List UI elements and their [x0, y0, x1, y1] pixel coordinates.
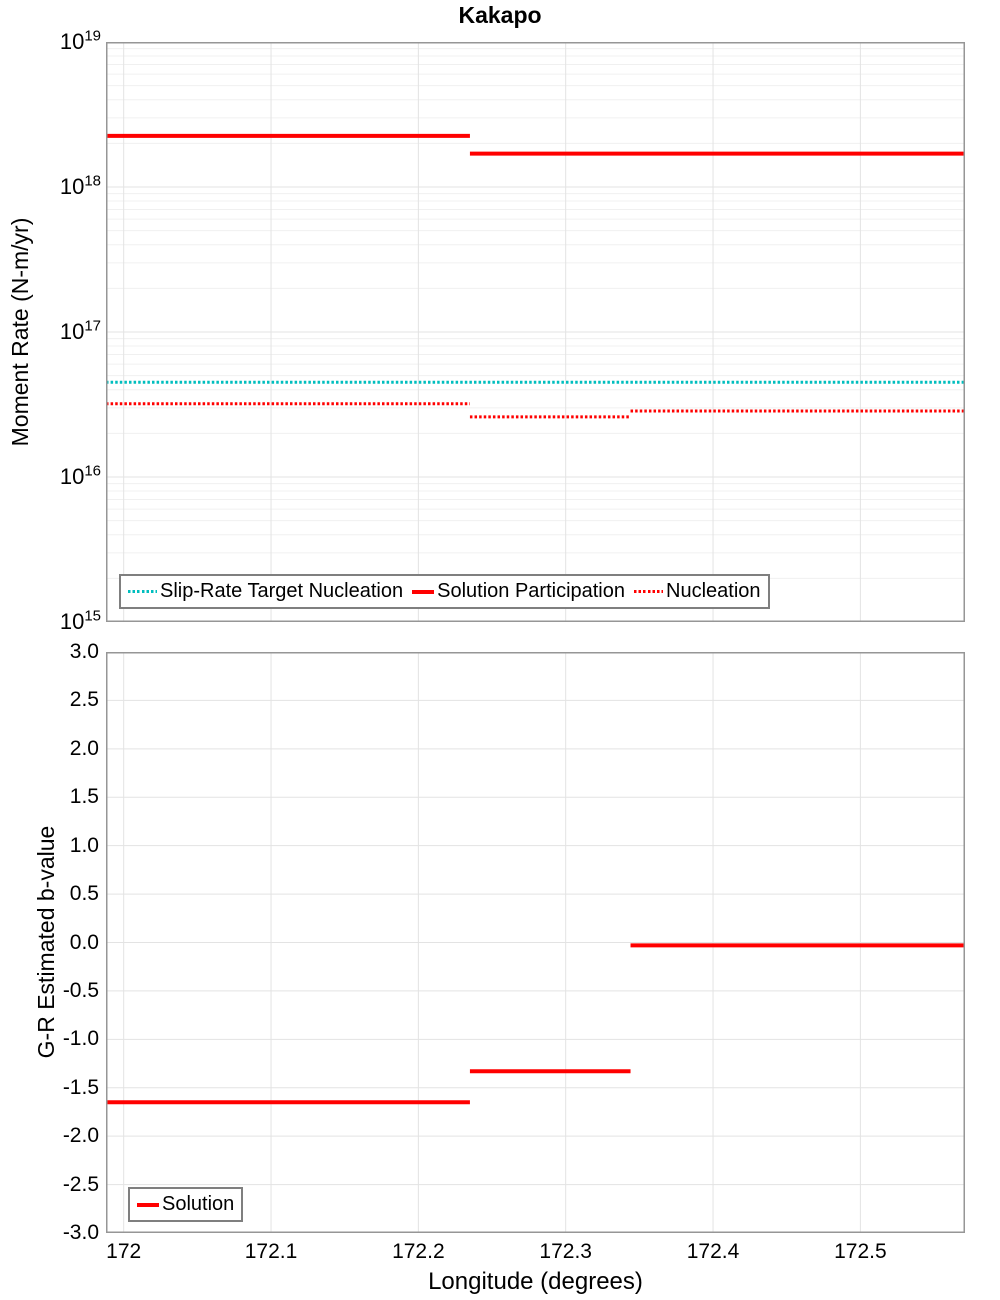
- x-tick-172.2: 172.2: [392, 1240, 445, 1263]
- y-tick--1.0: -1.0: [62, 1027, 99, 1051]
- legend-item-nucleation: Nucleation: [634, 580, 761, 603]
- y-tick-2.0: 2.0: [69, 736, 99, 760]
- x-axis-title: Longitude (degrees): [428, 1268, 643, 1295]
- y-tick-2.5: 2.5: [69, 688, 99, 712]
- y-tick-1.5: 1.5: [69, 785, 99, 809]
- y-tick-1.0: 1.0: [69, 833, 99, 857]
- solution-line-swatch: [137, 1202, 159, 1207]
- legend-label-slip-rate-target-nucleation: Slip-Rate Target Nucleation: [160, 580, 404, 602]
- solution-participation-line-swatch: [412, 589, 435, 594]
- slip-rate-target-line-swatch: [128, 590, 157, 593]
- y-tick-10e19: 1019: [59, 27, 101, 54]
- legend-item-solution-participation: Solution Participation: [412, 580, 625, 603]
- chart-title: Kakapo: [458, 2, 542, 28]
- y-tick-10e18: 1018: [59, 172, 101, 199]
- legend-item-slip-rate-target-nucleation: Slip-Rate Target Nucleation: [128, 580, 403, 603]
- y-tick-10e15: 1015: [59, 607, 101, 634]
- y-tick-10e17: 1017: [59, 317, 101, 344]
- y-tick-0.0: 0.0: [69, 930, 99, 954]
- legend-label-solution-participation: Solution Participation: [437, 580, 625, 602]
- x-tick-172.4: 172.4: [686, 1240, 740, 1263]
- nucleation-line-swatch: [634, 590, 663, 593]
- x-tick-172.3: 172.3: [539, 1240, 592, 1263]
- axes-frame: [106, 652, 965, 1233]
- y-tick--3.0: -3.0: [62, 1221, 99, 1244]
- b-value-plot-area: [106, 652, 965, 1233]
- x-tick-172.5: 172.5: [834, 1240, 887, 1263]
- y-tick-10e16: 1016: [59, 462, 101, 489]
- x-tick-172: 172: [106, 1240, 142, 1263]
- y-tick--2.5: -2.5: [62, 1172, 99, 1196]
- y-tick--1.5: -1.5: [62, 1075, 99, 1099]
- y-tick-3.0: 3.0: [69, 640, 99, 663]
- y-tick--2.0: -2.0: [62, 1124, 99, 1148]
- legend-label-solution: Solution: [162, 1193, 235, 1215]
- y-tick-0.5: 0.5: [69, 882, 99, 906]
- moment-rate-plot-area: [106, 42, 965, 622]
- legend-item-solution: Solution: [137, 1193, 234, 1216]
- moment-rate-legend: Slip-Rate Target Nucleation Solution Par…: [119, 574, 770, 609]
- y-tick--0.5: -0.5: [62, 978, 99, 1002]
- axes-frame: [106, 42, 965, 622]
- x-tick-172.1: 172.1: [244, 1240, 298, 1263]
- legend-label-nucleation: Nucleation: [666, 580, 761, 602]
- b-value-legend: Solution: [128, 1187, 244, 1222]
